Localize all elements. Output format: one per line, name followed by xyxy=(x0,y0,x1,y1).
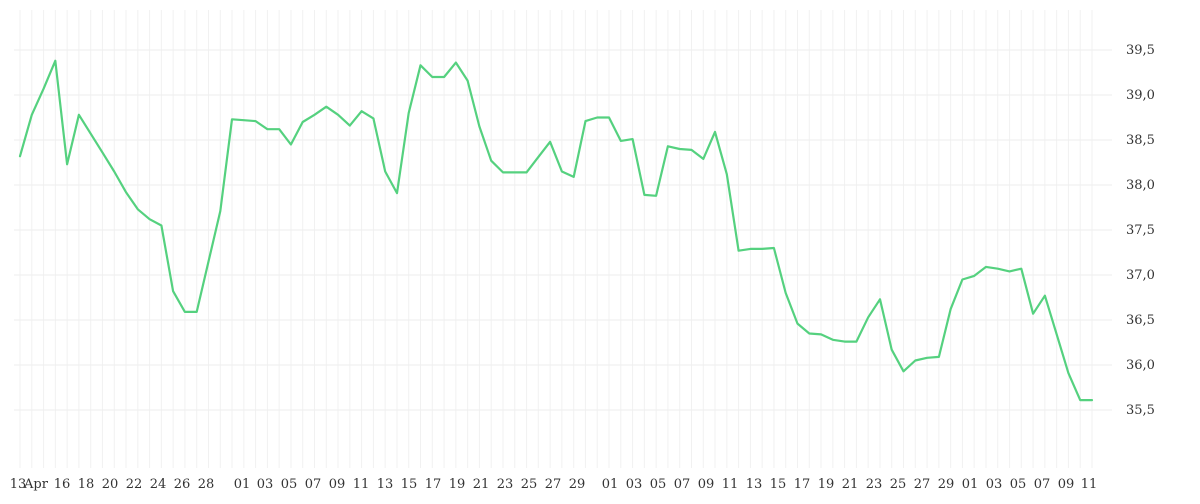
y-tick-label: 39,0 xyxy=(1126,88,1155,103)
x-tick-label: 03 xyxy=(257,477,274,492)
x-tick-label: 03 xyxy=(626,477,643,492)
y-axis: 35,5 36,0 36,5 37,0 37,5 38,0 38,5 39,0 39,5 xyxy=(1126,43,1155,418)
x-tick-label: 13 xyxy=(746,477,763,492)
x-tick-label: 25 xyxy=(890,477,907,492)
x-tick-label: 05 xyxy=(1010,477,1027,492)
y-tick-label: 36,0 xyxy=(1126,358,1155,373)
x-tick-label: 17 xyxy=(425,477,442,492)
x-tick-label: 25 xyxy=(521,477,538,492)
x-tick-label: 05 xyxy=(650,477,667,492)
y-tick-label: 38,0 xyxy=(1126,178,1155,193)
series-line xyxy=(18,59,1094,402)
x-tick-label: 29 xyxy=(938,477,955,492)
x-tick-label: 27 xyxy=(914,477,931,492)
grid xyxy=(14,10,1112,468)
x-tick-label: 05 xyxy=(281,477,298,492)
x-tick-label: 11 xyxy=(1081,477,1098,492)
x-tick-label: 20 xyxy=(102,477,119,492)
y-tick-label: 38,5 xyxy=(1126,133,1155,148)
x-tick-label: 22 xyxy=(126,477,143,492)
x-tick-label: 13 xyxy=(10,477,27,492)
x-tick-label: 11 xyxy=(722,477,739,492)
x-tick-label: 26 xyxy=(174,477,191,492)
x-tick-label: 19 xyxy=(818,477,835,492)
x-tick-label: 09 xyxy=(698,477,715,492)
y-tick-label: 35,5 xyxy=(1126,403,1155,418)
x-tick-label: 23 xyxy=(866,477,883,492)
x-tick-label: 01 xyxy=(962,477,979,492)
x-tick-label: 16 xyxy=(54,477,71,492)
y-tick-label: 37,0 xyxy=(1126,268,1155,283)
x-tick-label: 09 xyxy=(329,477,346,492)
x-tick-label: 01 xyxy=(234,477,251,492)
x-tick-label: 21 xyxy=(842,477,859,492)
x-tick-label: 11 xyxy=(353,477,370,492)
x-tick-label: 21 xyxy=(473,477,490,492)
x-tick-label: 19 xyxy=(449,477,466,492)
x-tick-label: 29 xyxy=(569,477,586,492)
series-layer xyxy=(18,59,1094,402)
x-tick-label: 07 xyxy=(1034,477,1051,492)
x-tick-label: 18 xyxy=(78,477,95,492)
x-tick-label: 24 xyxy=(150,477,167,492)
y-tick-label: 39,5 xyxy=(1126,43,1155,58)
x-tick-label: Apr xyxy=(23,477,49,492)
x-tick-label: 07 xyxy=(674,477,691,492)
x-tick-label: 01 xyxy=(602,477,619,492)
x-tick-label: 15 xyxy=(770,477,787,492)
y-tick-label: 37,5 xyxy=(1126,223,1155,238)
x-tick-label: 15 xyxy=(401,477,418,492)
x-tick-label: 23 xyxy=(497,477,514,492)
x-tick-label: 09 xyxy=(1058,477,1075,492)
y-tick-label: 36,5 xyxy=(1126,313,1155,328)
x-tick-label: 17 xyxy=(794,477,811,492)
x-tick-label: 27 xyxy=(545,477,562,492)
x-tick-label: 07 xyxy=(305,477,322,492)
x-tick-label: 03 xyxy=(986,477,1003,492)
x-tick-label: 13 xyxy=(377,477,394,492)
x-tick-label: 28 xyxy=(198,477,215,492)
